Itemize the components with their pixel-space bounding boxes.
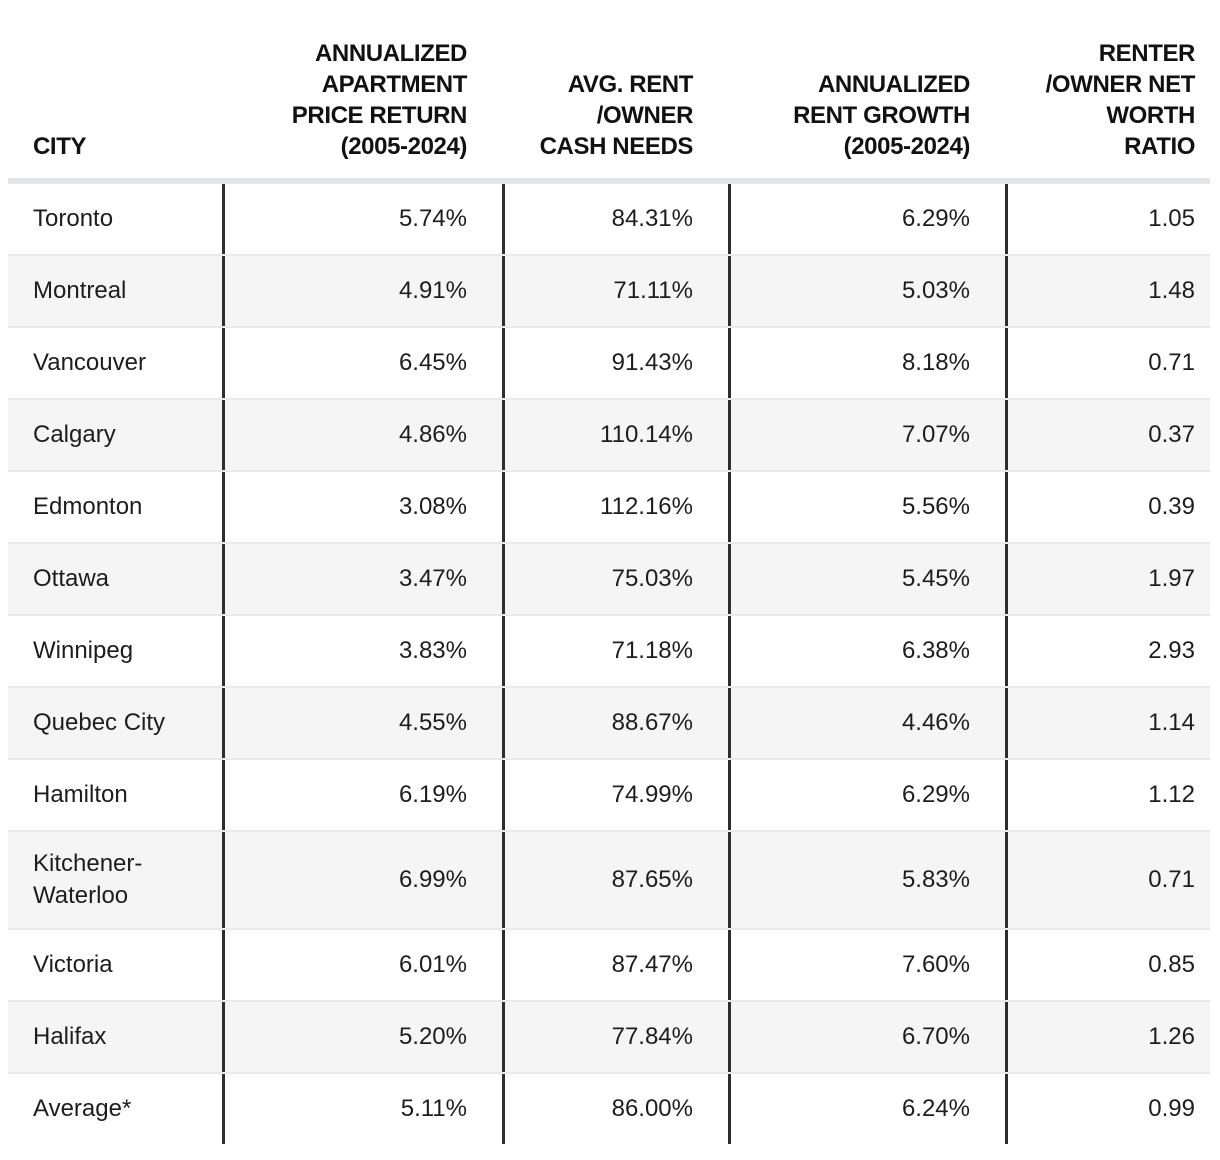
- cash-needs-cell: 88.67%: [502, 688, 728, 758]
- rent-growth-cell: 5.03%: [728, 256, 1005, 326]
- rent-growth-cell: 6.38%: [728, 616, 1005, 686]
- rent-growth-cell: 5.45%: [728, 544, 1005, 614]
- rent-growth-cell: 5.56%: [728, 472, 1005, 542]
- cash-needs-cell: 71.11%: [502, 256, 728, 326]
- rent-growth-cell: 7.07%: [728, 400, 1005, 470]
- table-row-vancouver: Vancouver 6.45% 91.43% 8.18% 0.71: [8, 326, 1210, 398]
- rent-vs-own-city-table: CITY ANNUALIZED APARTMENT PRICE RETURN (…: [8, 0, 1210, 1144]
- cash-needs-cell: 84.31%: [502, 184, 728, 254]
- price-return-cell: 4.91%: [222, 256, 502, 326]
- cash-needs-cell: 112.16%: [502, 472, 728, 542]
- city-cell: Winnipeg: [33, 637, 134, 664]
- city-cell: Average*: [33, 1095, 132, 1122]
- price-return-cell: 3.08%: [222, 472, 502, 542]
- cash-needs-cell: 71.18%: [502, 616, 728, 686]
- column-header-cash-needs: AVG. RENT /OWNER CASH NEEDS: [539, 71, 694, 160]
- price-return-cell: 5.20%: [222, 1002, 502, 1072]
- cash-needs-cell: 74.99%: [502, 760, 728, 830]
- city-cell: Montreal: [33, 277, 127, 304]
- table-row-edmonton: Edmonton 3.08% 112.16% 5.56% 0.39: [8, 470, 1210, 542]
- table-row-toronto: Toronto 5.74% 84.31% 6.29% 1.05: [8, 184, 1210, 254]
- city-cell: Hamilton: [33, 781, 128, 808]
- price-return-cell: 4.86%: [222, 400, 502, 470]
- city-cell: Victoria: [33, 951, 113, 978]
- worth-ratio-cell: 1.14: [1005, 688, 1210, 758]
- price-return-cell: 5.74%: [222, 184, 502, 254]
- cash-needs-cell: 91.43%: [502, 328, 728, 398]
- city-cell: Calgary: [33, 421, 116, 448]
- table-header-row: CITY ANNUALIZED APARTMENT PRICE RETURN (…: [8, 0, 1210, 184]
- cash-needs-cell: 110.14%: [502, 400, 728, 470]
- worth-ratio-cell: 0.71: [1005, 832, 1210, 928]
- worth-ratio-cell: 0.85: [1005, 930, 1210, 1000]
- price-return-cell: 3.47%: [222, 544, 502, 614]
- worth-ratio-cell: 0.37: [1005, 400, 1210, 470]
- table-row-victoria: Victoria 6.01% 87.47% 7.60% 0.85: [8, 928, 1210, 1000]
- worth-ratio-cell: 2.93: [1005, 616, 1210, 686]
- table-row-winnipeg: Winnipeg 3.83% 71.18% 6.38% 2.93: [8, 614, 1210, 686]
- worth-ratio-cell: 0.99: [1005, 1074, 1210, 1144]
- price-return-cell: 6.45%: [222, 328, 502, 398]
- price-return-cell: 6.01%: [222, 930, 502, 1000]
- price-return-cell: 6.19%: [222, 760, 502, 830]
- rent-growth-cell: 4.46%: [728, 688, 1005, 758]
- city-cell: Kitchener-Waterloo: [33, 850, 143, 909]
- table-row-calgary: Calgary 4.86% 110.14% 7.07% 0.37: [8, 398, 1210, 470]
- rent-growth-cell: 6.29%: [728, 760, 1005, 830]
- price-return-cell: 4.55%: [222, 688, 502, 758]
- worth-ratio-cell: 0.39: [1005, 472, 1210, 542]
- city-cell: Edmonton: [33, 493, 143, 520]
- city-cell: Halifax: [33, 1023, 107, 1050]
- column-header-price-return: ANNUALIZED APARTMENT PRICE RETURN (2005-…: [291, 40, 468, 160]
- column-header-city: CITY: [33, 133, 87, 160]
- city-cell: Toronto: [33, 205, 114, 232]
- cash-needs-cell: 87.47%: [502, 930, 728, 1000]
- city-cell: Quebec City: [33, 709, 166, 736]
- rent-growth-cell: 5.83%: [728, 832, 1005, 928]
- worth-ratio-cell: 1.48: [1005, 256, 1210, 326]
- column-header-worth-ratio: RENTER /OWNER NET WORTH RATIO: [1045, 40, 1196, 160]
- table-row-hamilton: Hamilton 6.19% 74.99% 6.29% 1.12: [8, 758, 1210, 830]
- cash-needs-cell: 77.84%: [502, 1002, 728, 1072]
- price-return-cell: 6.99%: [222, 832, 502, 928]
- worth-ratio-cell: 1.97: [1005, 544, 1210, 614]
- rent-growth-cell: 7.60%: [728, 930, 1005, 1000]
- table-row-quebec-city: Quebec City 4.55% 88.67% 4.46% 1.14: [8, 686, 1210, 758]
- price-return-cell: 5.11%: [222, 1074, 502, 1144]
- worth-ratio-cell: 1.12: [1005, 760, 1210, 830]
- cash-needs-cell: 86.00%: [502, 1074, 728, 1144]
- city-cell: Vancouver: [33, 349, 146, 376]
- table-row-kitchener-waterloo: Kitchener-Waterloo 6.99% 87.65% 5.83% 0.…: [8, 830, 1210, 928]
- cash-needs-cell: 87.65%: [502, 832, 728, 928]
- column-header-rent-growth: ANNUALIZED RENT GROWTH (2005-2024): [793, 71, 970, 160]
- rent-growth-cell: 6.24%: [728, 1074, 1005, 1144]
- worth-ratio-cell: 0.71: [1005, 328, 1210, 398]
- rent-growth-cell: 6.70%: [728, 1002, 1005, 1072]
- price-return-cell: 3.83%: [222, 616, 502, 686]
- worth-ratio-cell: 1.05: [1005, 184, 1210, 254]
- rent-growth-cell: 8.18%: [728, 328, 1005, 398]
- cash-needs-cell: 75.03%: [502, 544, 728, 614]
- table-row-average: Average* 5.11% 86.00% 6.24% 0.99: [8, 1072, 1210, 1144]
- table-row-ottawa: Ottawa 3.47% 75.03% 5.45% 1.97: [8, 542, 1210, 614]
- table-row-montreal: Montreal 4.91% 71.11% 5.03% 1.48: [8, 254, 1210, 326]
- rent-growth-cell: 6.29%: [728, 184, 1005, 254]
- table-row-halifax: Halifax 5.20% 77.84% 6.70% 1.26: [8, 1000, 1210, 1072]
- worth-ratio-cell: 1.26: [1005, 1002, 1210, 1072]
- city-cell: Ottawa: [33, 565, 110, 592]
